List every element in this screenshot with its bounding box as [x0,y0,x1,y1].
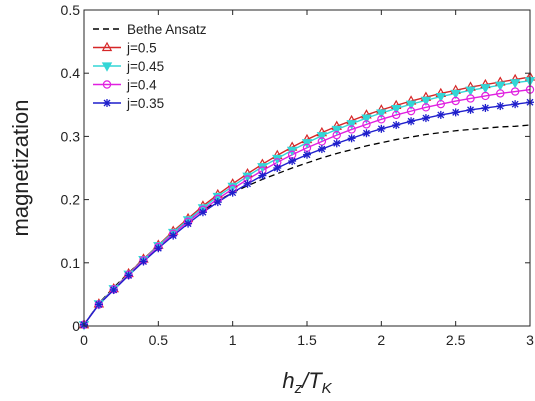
data-point-circle [421,103,431,112]
data-point-triangle-down [420,96,432,107]
markers-layer [78,71,535,331]
data-point-triangle-down [405,100,417,110]
series-line-j-0p4 [84,88,530,326]
x-tick-label: 2 [377,332,385,348]
legend: Bethe Ansatz j=0.5 j=0.45 j=0.4 j=0.35 [93,22,207,111]
data-point-triangle-down [495,81,506,91]
data-point-star [154,244,163,253]
legend-label: j=0.4 [126,78,157,93]
data-point-star [103,99,111,107]
data-point-star [258,171,267,180]
data-point-triangle-down [509,79,521,89]
data-point-star [436,110,445,119]
y-axis-title: magnetization [8,100,33,237]
data-point-star [273,164,282,172]
data-point-star [198,208,207,217]
data-point-star [228,188,237,197]
data-point-triangle-down [316,132,328,142]
legend-label: j=0.5 [126,41,157,56]
axis-ticks: 0 0.5 1 1.5 2 2.5 3 0 0.1 0.2 0.3 0.4 0.5 [61,2,535,348]
data-point-circle [436,99,445,109]
plot-area-frame [83,9,531,327]
data-point-triangle-down [331,125,342,136]
data-point-circle [102,80,112,89]
data-point-triangle-down [450,89,461,100]
x-tick-label: 1 [229,332,237,348]
data-point-star [332,139,341,148]
data-point-triangle-down [465,86,476,96]
data-point-star [317,145,326,154]
x-axis-title-h: h [282,368,294,393]
data-point-star [184,219,193,228]
data-point-triangle-down [390,104,402,115]
data-point-star [169,231,178,240]
data-point-circle [406,106,416,116]
x-axis-title-sub-z: z [294,380,303,397]
data-point-star [139,257,148,266]
data-point-triangle-down [227,182,238,193]
data-point-star [94,300,103,309]
x-tick-label: 0.5 [149,332,169,348]
data-point-star [362,129,371,138]
data-point-circle [362,120,371,129]
x-tick-label: 2.5 [446,332,466,348]
data-point-star [377,124,386,133]
data-point-star [213,198,222,207]
x-axis-title: hz/TK [282,368,332,397]
data-point-circle [332,130,341,140]
y-tick-label: 0 [72,318,80,334]
y-tick-label: 0.1 [61,255,81,271]
x-axis-title-slash: /T [300,368,323,393]
series-line-j-0p45 [84,80,530,326]
data-point-star [347,134,356,143]
data-point-star [303,150,311,159]
data-point-triangle-down [361,114,372,124]
data-point-triangle-down [212,192,224,203]
data-point-star [421,114,430,123]
data-point-circle [451,96,460,106]
data-point-star [243,179,252,188]
data-point-star [451,108,460,117]
data-point-triangle-down [480,84,491,94]
x-axis-title-sub-k: K [322,380,333,397]
data-point-circle [347,125,356,134]
y-tick-label: 0.4 [61,65,81,81]
data-point-triangle-down [101,62,113,72]
data-point-triangle-down [346,120,357,130]
data-point-circle [481,91,490,101]
data-point-star [124,271,133,280]
y-tick-label: 0.3 [61,128,81,144]
data-point-triangle-down [376,109,387,119]
data-point-circle [466,94,475,103]
data-point-circle [496,89,505,98]
data-point-star [109,285,118,294]
data-point-star [407,117,416,126]
series-line-bethe-ansatz [84,124,530,326]
data-point-star [511,100,520,109]
data-point-star [466,105,475,114]
data-point-triangle-down [435,92,447,103]
y-tick-label: 0.2 [61,192,81,208]
data-point-star [288,157,297,166]
data-point-triangle-down [301,139,313,149]
series-line-j-0p5 [84,76,530,326]
data-point-star [481,103,490,112]
data-point-triangle [101,41,113,52]
data-point-circle [392,110,401,120]
data-point-star [392,121,401,130]
legend-label: Bethe Ansatz [127,22,207,37]
data-point-star [496,102,505,111]
data-point-circle [377,115,386,124]
legend-label: j=0.45 [126,59,164,74]
x-tick-label: 0 [80,332,88,348]
x-tick-label: 3 [526,332,534,348]
series-layer [84,76,530,326]
y-tick-label: 0.5 [61,2,81,18]
data-point-circle [510,87,520,96]
legend-label: j=0.35 [126,96,164,111]
x-tick-label: 1.5 [297,332,317,348]
